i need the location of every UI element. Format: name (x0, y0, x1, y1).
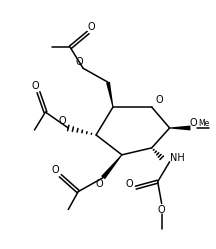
Text: Me: Me (198, 119, 209, 127)
Polygon shape (106, 82, 113, 107)
Text: O: O (75, 57, 83, 67)
Text: O: O (156, 95, 164, 105)
Text: NH: NH (170, 153, 184, 163)
Text: O: O (158, 204, 165, 215)
Polygon shape (170, 125, 191, 130)
Text: O: O (52, 165, 59, 175)
Text: O: O (95, 179, 103, 189)
Text: O: O (125, 179, 133, 189)
Text: O: O (190, 118, 197, 128)
Text: O: O (32, 81, 39, 91)
Text: O: O (87, 22, 95, 32)
Text: O: O (59, 116, 66, 126)
Polygon shape (101, 155, 122, 179)
